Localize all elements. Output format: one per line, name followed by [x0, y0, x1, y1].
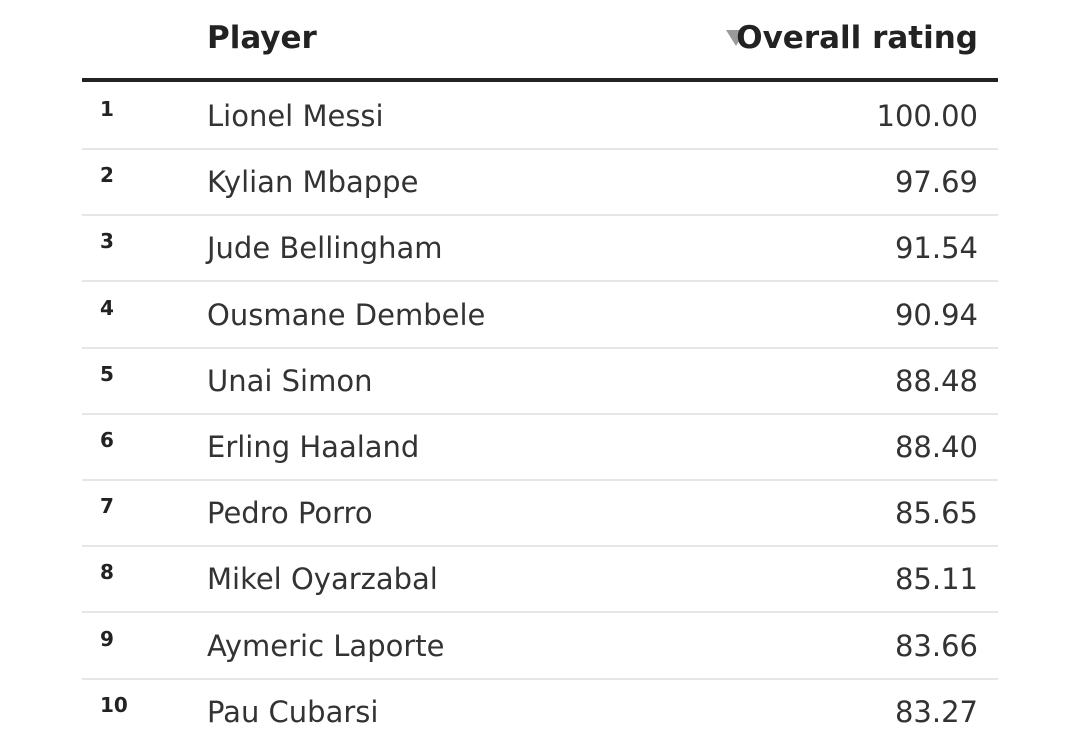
- row-separator: [82, 479, 998, 481]
- rating: 85.11: [894, 562, 978, 597]
- rank: 8: [100, 560, 114, 585]
- column-header[interactable]: Overall rating: [736, 20, 978, 56]
- player-name: Erling Haaland: [207, 430, 420, 464]
- row-separator: [82, 611, 998, 614]
- player-name: Ousmane Dembele: [207, 297, 486, 332]
- row-separator: [82, 677, 998, 680]
- sort-icon[interactable]: [726, 30, 746, 46]
- row-separator: [82, 412, 998, 415]
- rating: 85.65: [894, 496, 978, 531]
- rating: 100.00: [876, 99, 978, 133]
- column-header[interactable]: Player: [207, 20, 317, 56]
- rank: 3: [100, 229, 114, 254]
- rank: 10: [100, 692, 128, 717]
- row-separator: [82, 545, 998, 548]
- rating: 88.48: [894, 363, 978, 398]
- row-separator: [82, 214, 998, 217]
- header-rule: [82, 78, 998, 82]
- row-separator: [82, 280, 998, 283]
- rank: 7: [100, 494, 114, 519]
- player-name: Aymeric Laporte: [207, 628, 445, 663]
- rank: 4: [100, 295, 114, 320]
- rating: 83.27: [894, 694, 978, 729]
- rating: 83.66: [894, 628, 978, 663]
- player-name: Lionel Messi: [207, 99, 384, 133]
- rating: 91.54: [894, 231, 978, 266]
- row-separator: [82, 148, 998, 150]
- player-name: Pedro Porro: [207, 496, 373, 531]
- rank: 1: [100, 97, 114, 121]
- player-name: Pau Cubarsi: [207, 694, 379, 729]
- rating: 88.40: [894, 430, 978, 464]
- player-name: Mikel Oyarzabal: [207, 562, 438, 597]
- rating: 97.69: [894, 165, 978, 200]
- player-name: Unai Simon: [207, 363, 373, 398]
- rank: 9: [100, 626, 114, 651]
- rank: 5: [100, 361, 114, 386]
- rank: 2: [100, 163, 114, 188]
- row-separator: [82, 346, 998, 349]
- rating: 90.94: [894, 297, 978, 332]
- rank: 6: [100, 428, 114, 452]
- player-name: Kylian Mbappe: [207, 165, 419, 200]
- player-name: Jude Bellingham: [207, 231, 443, 266]
